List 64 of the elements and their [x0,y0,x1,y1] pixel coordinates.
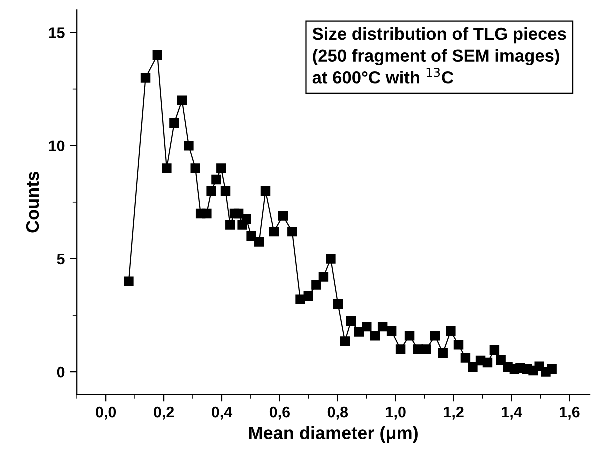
point [490,345,500,355]
point [460,353,471,363]
x-tick-label: 1,6 [560,406,580,420]
point [288,226,298,237]
point [140,73,151,83]
point [547,364,557,374]
annotation: Size distribution of TLG pieces (250 fragment of SEM images) at 600°C with $^{13}$C [312,27,566,84]
point [370,331,380,341]
point [482,358,493,368]
point [468,362,478,372]
point [354,327,364,337]
x-axis-title: Mean diameter (μm) [249,426,418,444]
point [177,96,188,106]
point [269,226,280,237]
point [260,186,271,196]
point [404,331,415,341]
x-tick-label: 0,6 [270,406,290,420]
x-tick-label: 0,0 [96,406,116,420]
x-tick-label: 1,0 [386,406,406,420]
point [216,164,226,174]
point [206,186,216,196]
y-axis-title: Counts [26,172,40,233]
point [340,336,350,346]
point [318,272,329,282]
x-tick-label: 0,2 [154,406,174,420]
point [386,326,397,336]
point [226,220,236,230]
point [312,280,322,290]
x-tick-label: 1,4 [502,407,522,420]
point [202,208,212,219]
x-tick-label: 0,8 [328,406,348,420]
point [296,294,306,305]
x-tick-label: 1,2 [444,406,464,420]
point [304,291,314,302]
point [124,276,134,286]
point [254,237,264,247]
point [234,208,244,219]
point [430,331,440,341]
point [333,299,344,310]
point [454,340,464,350]
point [152,50,163,60]
point [242,214,252,224]
point [396,344,406,354]
point [422,344,432,354]
y-tick-label: 15 [49,28,65,38]
x-tick-label: 0,4 [212,406,233,420]
y-tick-label: 10 [49,140,65,152]
point [170,118,180,128]
point [278,211,288,221]
point [378,322,388,332]
point [190,164,200,174]
point [446,326,456,336]
point [246,231,256,242]
point [438,348,448,358]
point [346,316,356,326]
y-tick-label: 0 [57,366,65,378]
point [184,140,194,151]
point [362,322,372,332]
point [326,254,336,264]
y-tick-label: 5 [57,254,65,265]
point [162,164,172,174]
point [212,174,222,185]
point [496,355,506,366]
point [220,186,231,196]
